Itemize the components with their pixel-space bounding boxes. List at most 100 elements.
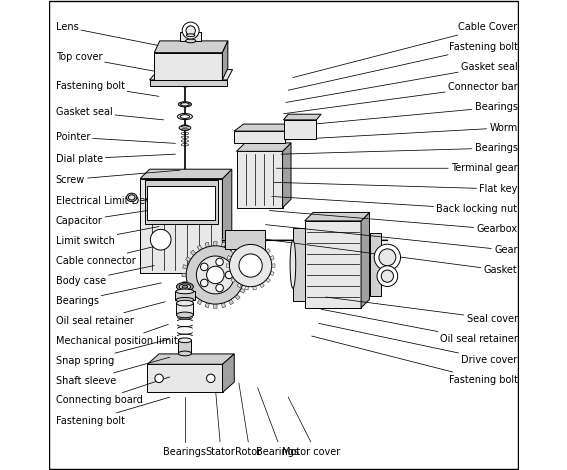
- Text: Limit switch: Limit switch: [56, 227, 159, 246]
- Text: Gasket seal: Gasket seal: [56, 107, 164, 120]
- Polygon shape: [154, 41, 228, 53]
- Ellipse shape: [176, 300, 193, 306]
- Wedge shape: [215, 275, 245, 293]
- Ellipse shape: [177, 113, 192, 120]
- Polygon shape: [236, 143, 291, 151]
- Wedge shape: [251, 266, 274, 275]
- Polygon shape: [361, 212, 370, 308]
- Bar: [293, 228, 304, 301]
- Polygon shape: [304, 212, 370, 221]
- Text: Fastening bolt: Fastening bolt: [56, 397, 170, 426]
- Text: Cable Cover: Cable Cover: [293, 22, 518, 78]
- Wedge shape: [231, 249, 251, 266]
- Circle shape: [374, 244, 400, 270]
- Polygon shape: [147, 354, 234, 364]
- Ellipse shape: [176, 312, 193, 318]
- Text: Lens: Lens: [56, 22, 189, 52]
- Circle shape: [206, 374, 215, 383]
- Text: Mechanical position limiter: Mechanical position limiter: [56, 324, 188, 346]
- Ellipse shape: [185, 31, 196, 34]
- Text: Fastening bolt: Fastening bolt: [288, 42, 518, 90]
- Circle shape: [201, 279, 208, 287]
- Wedge shape: [215, 265, 248, 275]
- Text: Drive cover: Drive cover: [319, 323, 518, 365]
- Wedge shape: [251, 243, 264, 266]
- Bar: [180, 32, 201, 41]
- Wedge shape: [231, 266, 251, 282]
- Wedge shape: [251, 266, 256, 290]
- Wedge shape: [215, 275, 248, 285]
- Circle shape: [225, 271, 233, 279]
- Polygon shape: [222, 354, 234, 392]
- Wedge shape: [185, 275, 215, 293]
- Text: Pointer: Pointer: [56, 132, 175, 143]
- Wedge shape: [215, 275, 234, 305]
- Wedge shape: [197, 275, 215, 305]
- Ellipse shape: [187, 34, 195, 37]
- Wedge shape: [251, 241, 256, 266]
- Text: Bearings: Bearings: [56, 283, 161, 306]
- Wedge shape: [215, 275, 226, 307]
- Text: Oil seal retainer: Oil seal retainer: [56, 302, 165, 326]
- Circle shape: [206, 266, 224, 284]
- Bar: [176, 303, 193, 315]
- Wedge shape: [185, 257, 215, 275]
- Text: Fastening bolt: Fastening bolt: [312, 336, 518, 385]
- Ellipse shape: [290, 241, 296, 288]
- Wedge shape: [205, 275, 215, 307]
- Wedge shape: [205, 243, 215, 275]
- Text: Rotor: Rotor: [235, 447, 261, 457]
- Bar: [370, 233, 381, 296]
- Text: Fastening bolt: Fastening bolt: [56, 80, 159, 96]
- Text: Terminal gear: Terminal gear: [277, 163, 518, 173]
- Text: Gasket seal: Gasket seal: [286, 62, 518, 102]
- Polygon shape: [282, 143, 291, 208]
- Circle shape: [377, 266, 397, 286]
- Wedge shape: [237, 243, 251, 266]
- Wedge shape: [227, 266, 251, 275]
- Ellipse shape: [179, 284, 191, 290]
- Ellipse shape: [176, 298, 194, 302]
- Polygon shape: [140, 169, 232, 179]
- Text: Bearings: Bearings: [284, 102, 518, 127]
- Text: Screw: Screw: [56, 170, 180, 185]
- Bar: [147, 186, 215, 220]
- Wedge shape: [182, 273, 215, 277]
- Text: Electrical Limit Device: Electrical Limit Device: [56, 190, 180, 206]
- Text: Connector bar: Connector bar: [284, 82, 518, 114]
- Bar: [150, 80, 227, 86]
- Circle shape: [381, 270, 393, 282]
- Circle shape: [230, 244, 272, 287]
- Text: Shaft sleeve: Shaft sleeve: [56, 357, 170, 386]
- Wedge shape: [215, 250, 240, 275]
- Circle shape: [186, 246, 244, 304]
- Bar: [145, 180, 218, 224]
- Text: Cable connector: Cable connector: [56, 245, 159, 266]
- Text: Oil seal retainer: Oil seal retainer: [321, 309, 518, 345]
- Ellipse shape: [179, 351, 192, 356]
- Polygon shape: [222, 169, 232, 273]
- Text: Gasket: Gasket: [261, 239, 518, 275]
- Wedge shape: [251, 266, 264, 288]
- Bar: [225, 230, 265, 249]
- Ellipse shape: [179, 125, 191, 130]
- Wedge shape: [226, 264, 251, 267]
- Wedge shape: [215, 273, 249, 277]
- Wedge shape: [215, 275, 240, 300]
- Text: Flat key: Flat key: [274, 182, 518, 194]
- Bar: [140, 179, 222, 273]
- Text: Gearbox: Gearbox: [269, 211, 518, 235]
- Wedge shape: [214, 275, 217, 308]
- Text: Motor cover: Motor cover: [282, 447, 340, 457]
- Bar: [179, 340, 192, 353]
- Bar: [175, 291, 195, 300]
- Text: Bearings: Bearings: [163, 447, 206, 457]
- Wedge shape: [251, 264, 275, 267]
- Circle shape: [196, 256, 234, 294]
- Bar: [154, 53, 222, 80]
- Text: Connecting board: Connecting board: [56, 377, 170, 406]
- Polygon shape: [234, 124, 290, 131]
- Ellipse shape: [126, 193, 137, 202]
- Wedge shape: [251, 256, 274, 266]
- Wedge shape: [215, 243, 226, 275]
